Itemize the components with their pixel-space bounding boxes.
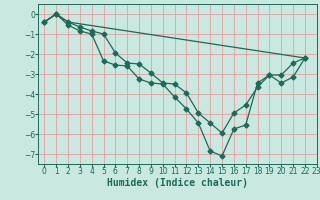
X-axis label: Humidex (Indice chaleur): Humidex (Indice chaleur) [107,178,248,188]
